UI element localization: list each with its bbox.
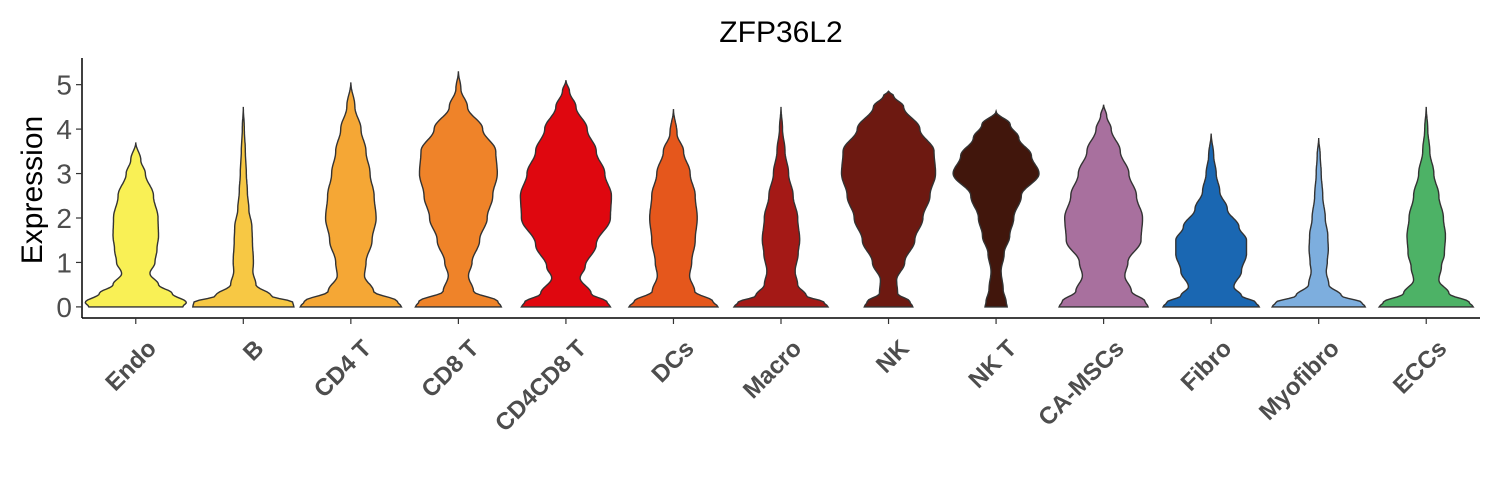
- violin-cd8-t: [414, 71, 503, 308]
- violin-b: [191, 106, 295, 308]
- y-tick-label: 4: [56, 114, 72, 145]
- violin-endo: [84, 142, 188, 308]
- x-tick-label: CD4CD8 T: [490, 335, 592, 437]
- violin-nk-t: [952, 108, 1040, 308]
- y-axis-label: Expression: [16, 116, 49, 264]
- violin-nk: [840, 90, 937, 308]
- x-tick-label: DCs: [647, 335, 700, 388]
- y-tick-label: 3: [56, 159, 72, 190]
- x-tick-label: ECCs: [1388, 335, 1452, 399]
- y-tick-label: 5: [56, 70, 72, 101]
- x-tick-label: Endo: [100, 335, 162, 397]
- x-tick-label: NK: [871, 335, 915, 379]
- violin-cd4-t: [299, 82, 403, 308]
- x-tick-label: Fibro: [1176, 335, 1238, 397]
- violin-fibro: [1161, 133, 1261, 308]
- x-tick-label: CD8 T: [416, 335, 484, 403]
- y-tick-label: 2: [56, 203, 72, 234]
- chart-title: ZFP36L2: [719, 16, 842, 49]
- x-tick-label: NK T: [964, 335, 1023, 394]
- y-axis: 0 1 2 3 4 5: [56, 58, 83, 323]
- violin-eccs: [1377, 106, 1475, 308]
- violin-layer: [84, 71, 1475, 308]
- x-tick-label: Myofibro: [1254, 335, 1345, 426]
- violin-dcs: [627, 109, 720, 308]
- x-tick-label: Macro: [738, 335, 807, 404]
- y-tick-label: 0: [56, 292, 72, 323]
- x-tick-label: CD4 T: [309, 335, 377, 403]
- x-tick-label: B: [238, 335, 269, 366]
- y-tick-label: 1: [56, 247, 72, 278]
- violin-ca-mscs: [1058, 104, 1150, 308]
- violin-myofibro: [1270, 138, 1367, 308]
- violin-macro: [732, 106, 830, 308]
- violin-cd4cd8-t: [519, 80, 613, 308]
- x-tick-label: CA-MSCs: [1033, 335, 1129, 431]
- x-axis: Endo B CD4 T CD8 T CD4CD8 T DCs Macro NK NK T CA-…: [82, 317, 1480, 437]
